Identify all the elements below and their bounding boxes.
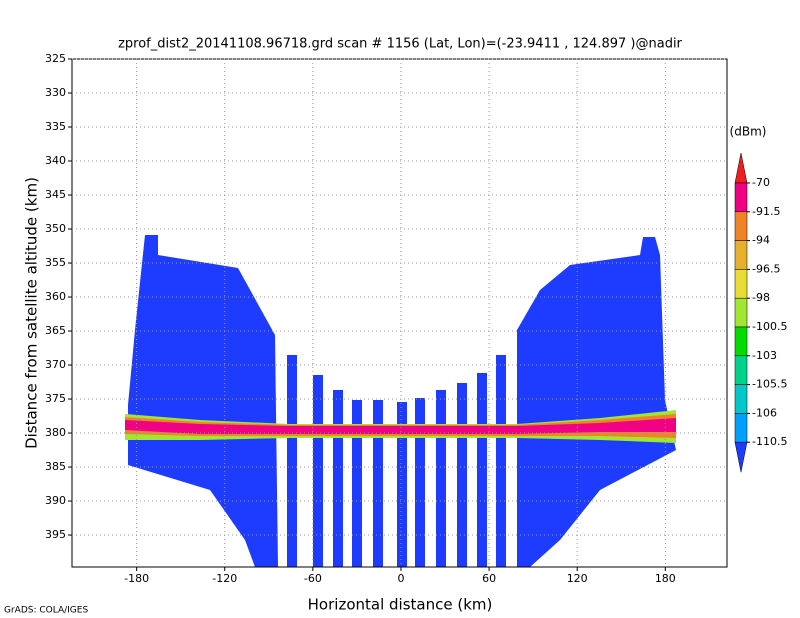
colorbar-label: -94 bbox=[752, 234, 770, 247]
colorbar-label: -70 bbox=[752, 176, 770, 189]
colorbar-segment bbox=[734, 384, 748, 414]
field-shape bbox=[352, 400, 362, 567]
field-shape bbox=[436, 390, 446, 567]
colorbar-segment bbox=[734, 269, 748, 299]
field-shape bbox=[496, 355, 506, 567]
field bbox=[125, 235, 676, 567]
colorbar-segment bbox=[734, 355, 748, 385]
colorbar-segment bbox=[734, 182, 748, 213]
colorbar-label: -103 bbox=[752, 349, 777, 362]
footer: GrADS: COLA/IGES bbox=[4, 606, 88, 616]
field-shape bbox=[313, 375, 323, 567]
colorbar-cap bbox=[734, 152, 748, 184]
colorbar-segment bbox=[734, 297, 748, 328]
y-tick-label: 385 bbox=[45, 460, 66, 473]
colorbar-label: -106 bbox=[752, 406, 777, 419]
y-tick-label: 325 bbox=[45, 52, 66, 65]
colorbar-label: -96.5 bbox=[752, 262, 780, 275]
colorbar-label: -110.5 bbox=[752, 435, 787, 448]
colorbar-segment bbox=[734, 413, 748, 443]
colorbar-label: -105.5 bbox=[752, 378, 787, 391]
y-tick-label: 340 bbox=[45, 154, 66, 167]
x-tick-label: -60 bbox=[304, 572, 322, 585]
y-tick-label: 380 bbox=[45, 426, 66, 439]
colorbar-label: -98 bbox=[752, 291, 770, 304]
y-tick-label: 360 bbox=[45, 290, 66, 303]
field-shape bbox=[128, 235, 278, 567]
x-tick-label: 120 bbox=[567, 572, 588, 585]
x-tick-label: -120 bbox=[212, 572, 237, 585]
x-axis-label: Horizontal distance (km) bbox=[308, 596, 493, 614]
y-tick-label: 390 bbox=[45, 494, 66, 507]
field-shape bbox=[415, 398, 425, 567]
field-shape bbox=[287, 355, 297, 567]
x-tick-label: -180 bbox=[124, 572, 149, 585]
x-tick-label: 180 bbox=[655, 572, 676, 585]
y-tick-label: 330 bbox=[45, 86, 66, 99]
field-shape bbox=[517, 237, 676, 567]
field-shape bbox=[373, 400, 383, 567]
colorbar-segment bbox=[734, 211, 748, 241]
y-tick-label: 365 bbox=[45, 324, 66, 337]
field-shape bbox=[457, 383, 467, 567]
field-band bbox=[125, 418, 676, 434]
y-axis-label: Distance from satellite altitude (km) bbox=[23, 177, 41, 449]
field-shape bbox=[397, 402, 407, 567]
colorbar-label: -91.5 bbox=[752, 205, 780, 218]
y-tick-label: 370 bbox=[45, 358, 66, 371]
x-tick-label: 0 bbox=[397, 572, 404, 585]
colorbar-segment bbox=[734, 240, 748, 270]
field-shape bbox=[477, 373, 487, 567]
colorbar-unit: (dBm) bbox=[730, 125, 767, 139]
field-shape bbox=[333, 390, 343, 567]
y-tick-label: 355 bbox=[45, 256, 66, 269]
x-tick-label: 60 bbox=[482, 572, 496, 585]
y-tick-label: 375 bbox=[45, 392, 66, 405]
chart-title: zprof_dist2_20141108.96718.grd scan # 11… bbox=[118, 37, 682, 52]
colorbar-label: -100.5 bbox=[752, 320, 787, 333]
colorbar-cap bbox=[734, 441, 748, 473]
y-tick-label: 345 bbox=[45, 188, 66, 201]
y-tick-label: 395 bbox=[45, 528, 66, 541]
plot-frame bbox=[71, 58, 728, 568]
y-tick-label: 350 bbox=[45, 222, 66, 235]
colorbar-segment bbox=[734, 326, 748, 357]
y-tick-label: 335 bbox=[45, 120, 66, 133]
